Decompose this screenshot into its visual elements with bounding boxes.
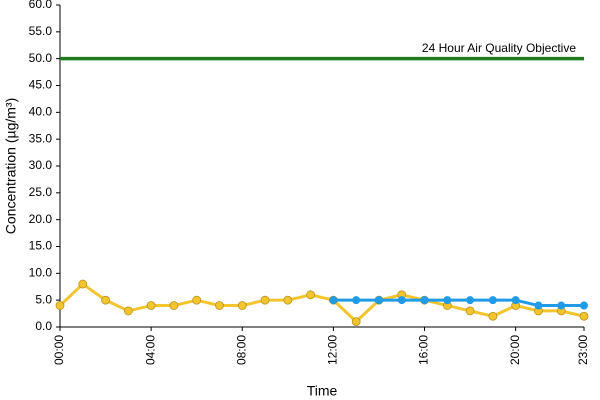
y-tick-label: 60.0 xyxy=(29,0,53,11)
reference-label: 24 Hour Air Quality Objective xyxy=(422,41,576,55)
y-tick-label: 10.0 xyxy=(29,266,53,280)
x-tick-label: 20:00 xyxy=(508,335,522,365)
point xyxy=(306,290,316,300)
point xyxy=(374,296,383,305)
point xyxy=(101,295,110,305)
point xyxy=(78,279,88,289)
point xyxy=(215,301,224,310)
x-tick-label: 04:00 xyxy=(143,335,157,365)
series-line xyxy=(333,298,584,308)
point xyxy=(260,295,270,305)
point xyxy=(351,317,361,327)
y-tick-label: 45.0 xyxy=(29,78,53,92)
y-tick-label: 35.0 xyxy=(29,131,53,145)
point xyxy=(579,311,589,321)
point xyxy=(352,296,361,305)
point xyxy=(443,296,452,305)
point xyxy=(397,296,406,305)
point xyxy=(557,301,566,310)
y-tick-label: 50.0 xyxy=(29,51,53,65)
point xyxy=(466,296,475,305)
point xyxy=(420,296,429,305)
y-tick-label: 0.0 xyxy=(35,319,52,333)
y-tick-label: 5.0 xyxy=(35,292,52,306)
x-tick-label: 00:00 xyxy=(52,335,66,365)
point xyxy=(123,306,133,316)
y-tick-label: 30.0 xyxy=(29,158,53,172)
y-tick-label: 15.0 xyxy=(29,239,53,253)
point xyxy=(488,311,498,321)
y-axis-title: Concentration (µg/m³) xyxy=(3,98,19,234)
point xyxy=(465,306,475,316)
point xyxy=(488,296,497,305)
point xyxy=(55,301,65,310)
y-tick-label: 20.0 xyxy=(29,212,53,226)
point xyxy=(511,296,520,305)
x-tick-label: 08:00 xyxy=(234,335,248,365)
x-tick-label: 16:00 xyxy=(417,335,431,365)
point xyxy=(169,301,179,310)
y-tick-label: 25.0 xyxy=(29,185,53,199)
x-tick-label: 12:00 xyxy=(326,335,340,365)
x-tick-label: 23:00 xyxy=(576,335,590,365)
point xyxy=(192,295,202,305)
x-axis-title: Time xyxy=(307,383,338,399)
point xyxy=(534,301,543,310)
y-tick-label: 55.0 xyxy=(29,24,53,38)
point xyxy=(329,296,338,305)
point xyxy=(283,295,293,305)
point xyxy=(237,301,247,310)
series-line xyxy=(58,282,585,324)
y-tick-label: 40.0 xyxy=(29,105,53,119)
point xyxy=(580,301,588,310)
point xyxy=(146,301,156,310)
